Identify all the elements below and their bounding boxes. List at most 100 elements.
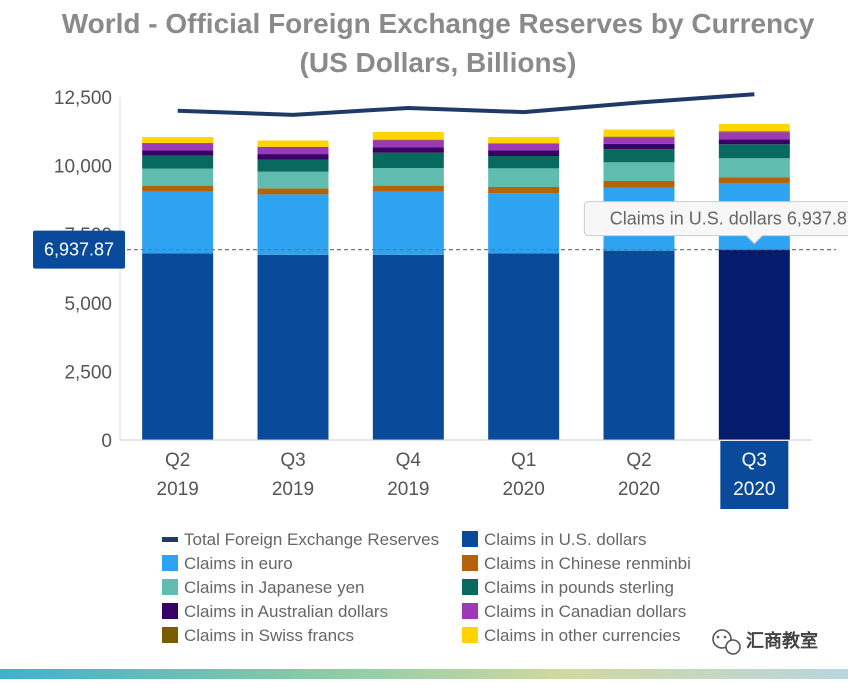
bar-segment-claims-in-japanese-yen[interactable] — [142, 168, 214, 186]
x-tick-label: 2020 — [618, 479, 660, 500]
bars-group — [120, 124, 812, 441]
bar-segment-claims-in-canadian-dollars[interactable] — [488, 143, 560, 151]
bar-segment-claims-in-australian-dollars[interactable] — [257, 154, 329, 160]
bar-segment-claims-in-swiss-francs[interactable] — [257, 146, 329, 148]
bar-segment-claims-in-chinese-renminbi[interactable] — [488, 187, 560, 194]
tooltip: Claims in U.S. dollars 6,937.87 — [583, 201, 848, 245]
bar-segment-claims-in-euro[interactable] — [142, 191, 214, 254]
y-tick-label: 10,000 — [54, 157, 112, 178]
bar-segment-claims-in-other-currencies[interactable] — [372, 131, 444, 140]
bar-segment-claims-in-pounds-sterling[interactable] — [372, 152, 444, 169]
bar-segment-claims-in-chinese-renminbi[interactable] — [718, 177, 790, 183]
y-tick-label: 2,500 — [64, 362, 112, 383]
x-tick-label: 2020 — [733, 479, 775, 500]
bar-segment-claims-in-euro[interactable] — [257, 194, 329, 255]
bar-segment-claims-in-japanese-yen[interactable] — [603, 162, 675, 181]
bar-segment-claims-in-swiss-francs[interactable] — [372, 139, 444, 141]
bottom-color-strip — [0, 669, 848, 679]
legend-label[interactable]: Total Foreign Exchange Reserves — [184, 530, 439, 549]
legend-label[interactable]: Claims in euro — [184, 554, 293, 573]
x-tick-label: 2020 — [503, 479, 545, 500]
x-tick-label: Q2 — [626, 450, 651, 471]
bar-segment-claims-in-other-currencies[interactable] — [488, 137, 560, 144]
bar-segment-claims-in-u-s-dollars[interactable] — [488, 253, 560, 440]
bar-segment-claims-in-euro[interactable] — [372, 191, 444, 255]
x-tick-label: Q3 — [742, 450, 767, 471]
bar-segment-claims-in-swiss-francs[interactable] — [718, 131, 790, 133]
x-tick-highlight — [720, 441, 789, 509]
bar-segment-claims-in-chinese-renminbi[interactable] — [257, 188, 329, 195]
tooltip-text: Claims in U.S. dollars 6,937.87 — [610, 209, 848, 229]
x-tick-label: Q2 — [165, 450, 190, 471]
total-reserves-line[interactable] — [177, 92, 755, 117]
bar-segment-claims-in-other-currencies[interactable] — [718, 124, 790, 132]
legend-label[interactable]: Claims in Japanese yen — [184, 578, 364, 597]
bar-segment-claims-in-other-currencies[interactable] — [257, 140, 329, 147]
bar-segment-claims-in-pounds-sterling[interactable] — [488, 155, 560, 169]
bar-segment-claims-in-japanese-yen[interactable] — [488, 168, 560, 188]
legend-swatch — [162, 603, 178, 619]
wechat-icon — [712, 629, 741, 655]
legend-swatch — [462, 627, 478, 643]
legend-label[interactable]: Claims in U.S. dollars — [484, 530, 647, 549]
bar-segment-claims-in-u-s-dollars[interactable] — [718, 249, 790, 440]
bar-segment-claims-in-canadian-dollars[interactable] — [142, 143, 214, 151]
legend-swatch — [462, 555, 478, 571]
bar-segment-claims-in-australian-dollars[interactable] — [718, 139, 790, 145]
bar-segment-claims-in-canadian-dollars[interactable] — [372, 140, 444, 148]
bar-segment-claims-in-japanese-yen[interactable] — [718, 158, 790, 178]
bar-segment-claims-in-pounds-sterling[interactable] — [142, 155, 214, 169]
legend-swatch — [162, 627, 178, 643]
bar-segment-claims-in-australian-dollars[interactable] — [372, 147, 444, 153]
bar-segment-claims-in-swiss-francs[interactable] — [488, 143, 560, 144]
legend-label[interactable]: Claims in Swiss francs — [184, 626, 354, 645]
legend-label[interactable]: Claims in pounds sterling — [484, 578, 674, 597]
bar-segment-claims-in-australian-dollars[interactable] — [142, 150, 214, 156]
legend-label[interactable]: Claims in other currencies — [484, 626, 681, 645]
bar-segment-claims-in-other-currencies[interactable] — [142, 137, 214, 143]
bar-segment-claims-in-chinese-renminbi[interactable] — [603, 180, 675, 188]
y-tick-label: 12,500 — [54, 88, 112, 109]
total-line-group — [177, 92, 755, 117]
legend-label[interactable]: Claims in Chinese renminbi — [484, 554, 691, 573]
chart-subtitle: (US Dollars, Billions) — [300, 47, 577, 78]
bar-segment-claims-in-pounds-sterling[interactable] — [257, 159, 329, 172]
bar-segment-claims-in-australian-dollars[interactable] — [603, 143, 675, 150]
legend-swatch — [162, 555, 178, 571]
bar-segment-claims-in-japanese-yen[interactable] — [372, 168, 444, 186]
legend-swatch — [162, 579, 178, 595]
bar-segment-claims-in-u-s-dollars[interactable] — [603, 250, 675, 440]
bar-segment-claims-in-swiss-francs[interactable] — [603, 136, 675, 138]
x-axis: Q2 2019 Q3 2019 Q4 2019 Q1 2020 Q2 2020 Q3 2020 — [157, 441, 789, 509]
bar-segment-claims-in-u-s-dollars[interactable] — [142, 253, 214, 440]
bar-segment-claims-in-euro[interactable] — [488, 193, 560, 254]
legend-swatch — [462, 579, 478, 595]
x-tick-label: 2019 — [157, 479, 199, 500]
bar-segment-claims-in-u-s-dollars[interactable] — [372, 254, 444, 440]
bar-segment-claims-in-swiss-francs[interactable] — [142, 142, 214, 144]
y-tick-label: 0 — [101, 431, 112, 452]
bar-segment-claims-in-canadian-dollars[interactable] — [718, 132, 790, 140]
legend-swatch — [162, 537, 178, 542]
bar-segment-claims-in-australian-dollars[interactable] — [488, 150, 560, 156]
bar-segment-claims-in-canadian-dollars[interactable] — [603, 137, 675, 144]
bar-segment-claims-in-other-currencies[interactable] — [603, 129, 675, 137]
bar-segment-claims-in-canadian-dollars[interactable] — [257, 147, 329, 155]
x-tick-label: Q1 — [511, 450, 536, 471]
x-tick-label: Q3 — [280, 450, 305, 471]
reference-line-group: 6,937.87 — [33, 230, 836, 269]
bar-segment-claims-in-chinese-renminbi[interactable] — [372, 185, 444, 192]
bar-segment-claims-in-pounds-sterling[interactable] — [718, 144, 790, 159]
legend-label[interactable]: Claims in Australian dollars — [184, 602, 388, 621]
x-tick-label: Q4 — [396, 450, 422, 471]
bar-segment-claims-in-u-s-dollars[interactable] — [257, 254, 329, 440]
bar-segment-claims-in-pounds-sterling[interactable] — [603, 149, 675, 163]
tooltip-box — [583, 201, 848, 245]
bar-segment-claims-in-chinese-renminbi[interactable] — [142, 185, 214, 192]
bar-segment-claims-in-japanese-yen[interactable] — [257, 171, 329, 189]
legend-swatch — [462, 603, 478, 619]
legend-label[interactable]: Claims in Canadian dollars — [484, 602, 686, 621]
